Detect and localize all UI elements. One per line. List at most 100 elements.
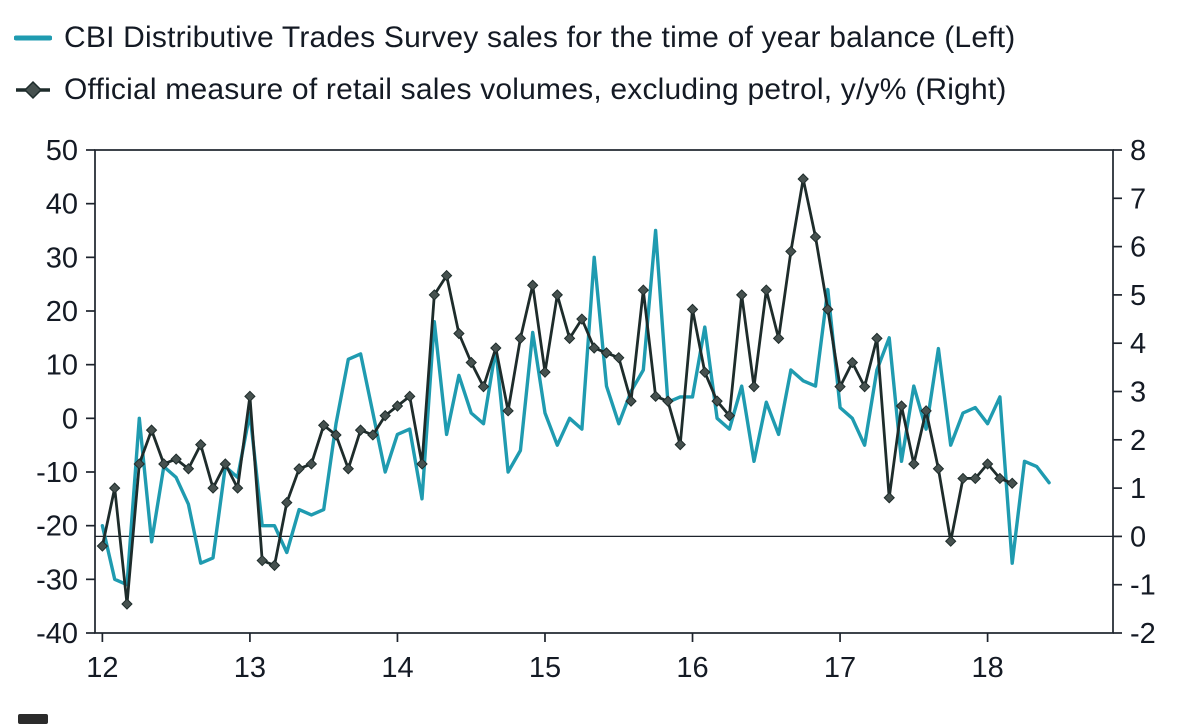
diamond-marker — [735, 289, 748, 301]
diamond-marker — [563, 332, 576, 345]
diamond-marker — [281, 496, 293, 509]
left-tick-label: 20 — [46, 296, 78, 328]
x-tick-label: 14 — [381, 652, 413, 684]
diamond-marker — [514, 332, 527, 345]
diamond-marker — [858, 380, 871, 393]
diamond-marker — [748, 380, 760, 393]
diamond-marker — [391, 400, 404, 412]
diamond-marker — [416, 458, 428, 470]
x-tick-label: 13 — [234, 652, 266, 684]
diamond-marker — [895, 400, 908, 412]
diamond-marker — [551, 289, 563, 301]
diamond-marker — [588, 342, 600, 354]
left-tick-label: 30 — [46, 242, 78, 274]
series-line-cbi-balance — [100, 228, 1051, 587]
diamond-marker — [182, 463, 195, 475]
diamond-marker — [699, 366, 711, 378]
diamond-marker — [207, 482, 219, 494]
legend-label-cbi: CBI Distributive Trades Survey sales for… — [64, 21, 1016, 54]
plot-border — [94, 149, 1114, 634]
diamond-marker — [317, 419, 330, 432]
diamond-marker — [268, 559, 281, 572]
diamond-marker — [404, 390, 416, 403]
diamond-marker — [1006, 477, 1018, 489]
diamond-marker — [822, 303, 834, 316]
left-tick-label: 40 — [46, 189, 78, 221]
diamond-marker — [637, 284, 650, 296]
right-tick-label: 4 — [1130, 328, 1146, 360]
diamond-marker — [576, 313, 588, 325]
x-tick-label: 16 — [676, 652, 708, 684]
diamond-marker — [256, 554, 268, 567]
diamond-marker — [367, 429, 379, 441]
diamond-marker — [342, 463, 354, 475]
left-tick-label: -10 — [36, 457, 78, 489]
left-tick-label: 0 — [62, 403, 78, 435]
diamond-marker — [846, 356, 859, 369]
diamond-marker — [908, 458, 920, 470]
legend-item-retail: Official measure of retail sales volumes… — [14, 68, 1015, 112]
diamond-marker — [502, 405, 514, 417]
legend-label-retail: Official measure of retail sales volumes… — [64, 73, 1007, 106]
diamond-marker — [871, 332, 883, 345]
diamond-marker — [760, 284, 772, 296]
diamond-marker — [490, 342, 502, 354]
diamond-marker — [108, 482, 121, 494]
diamond-marker — [428, 289, 441, 301]
diamond-marker — [219, 458, 232, 470]
diamond-marker — [883, 492, 895, 504]
left-tick-label: -40 — [36, 618, 78, 650]
diamond-marker — [625, 395, 637, 407]
diamond-marker — [711, 395, 723, 407]
diamond-marker — [723, 409, 736, 422]
diamond-marker — [121, 598, 133, 610]
diamond-marker — [244, 390, 256, 403]
x-tick-label: 18 — [971, 652, 1003, 684]
diamond-marker — [453, 327, 465, 340]
x-tick-label: 12 — [86, 652, 118, 684]
diamond-marker — [145, 424, 158, 436]
left-tick-label: -20 — [36, 511, 78, 543]
diamond-marker — [785, 245, 797, 258]
diamond-marker — [686, 303, 699, 316]
diamond-marker — [440, 269, 453, 282]
diamond-marker — [330, 429, 342, 441]
diamond-marker — [662, 395, 674, 407]
right-tick-label: 6 — [1130, 232, 1146, 264]
diamond-marker — [133, 458, 145, 470]
diamond-marker — [932, 463, 945, 475]
right-tick-label: 2 — [1130, 425, 1146, 457]
diamond-marker — [674, 438, 686, 451]
right-tick-label: 0 — [1130, 521, 1146, 553]
diamond-marker — [96, 540, 109, 552]
diamond-marker — [305, 458, 318, 470]
diamond-marker — [809, 231, 822, 243]
diamond-marker — [539, 366, 551, 378]
left-tick-label: 50 — [46, 135, 78, 167]
diamond-marker — [957, 472, 969, 485]
right-tick-label: 7 — [1130, 183, 1146, 215]
x-tick-label: 17 — [824, 652, 856, 684]
diamond-marker — [944, 535, 957, 547]
diamond-marker — [526, 279, 539, 291]
diamond-marker — [379, 409, 391, 422]
right-tick-label: 8 — [1130, 135, 1146, 167]
diamond-marker — [797, 173, 809, 185]
cropped-logo — [18, 714, 48, 724]
diamond-marker — [465, 356, 477, 369]
diamond-marker — [158, 458, 170, 470]
x-tick-label: 15 — [529, 652, 561, 684]
diamond-marker — [969, 472, 982, 485]
right-tick-label: 1 — [1130, 473, 1146, 505]
diamond-marker — [195, 438, 207, 451]
diamond-marker — [231, 482, 244, 494]
diamond-marker — [772, 332, 785, 345]
diamond-marker — [994, 472, 1006, 485]
diamond-marker — [613, 351, 625, 364]
right-tick-label: 3 — [1130, 377, 1146, 409]
diamond-marker — [600, 347, 613, 359]
diamond-marker — [170, 453, 182, 465]
left-tick-label: 10 — [46, 350, 78, 382]
series-line-retail-sales — [101, 177, 1014, 606]
